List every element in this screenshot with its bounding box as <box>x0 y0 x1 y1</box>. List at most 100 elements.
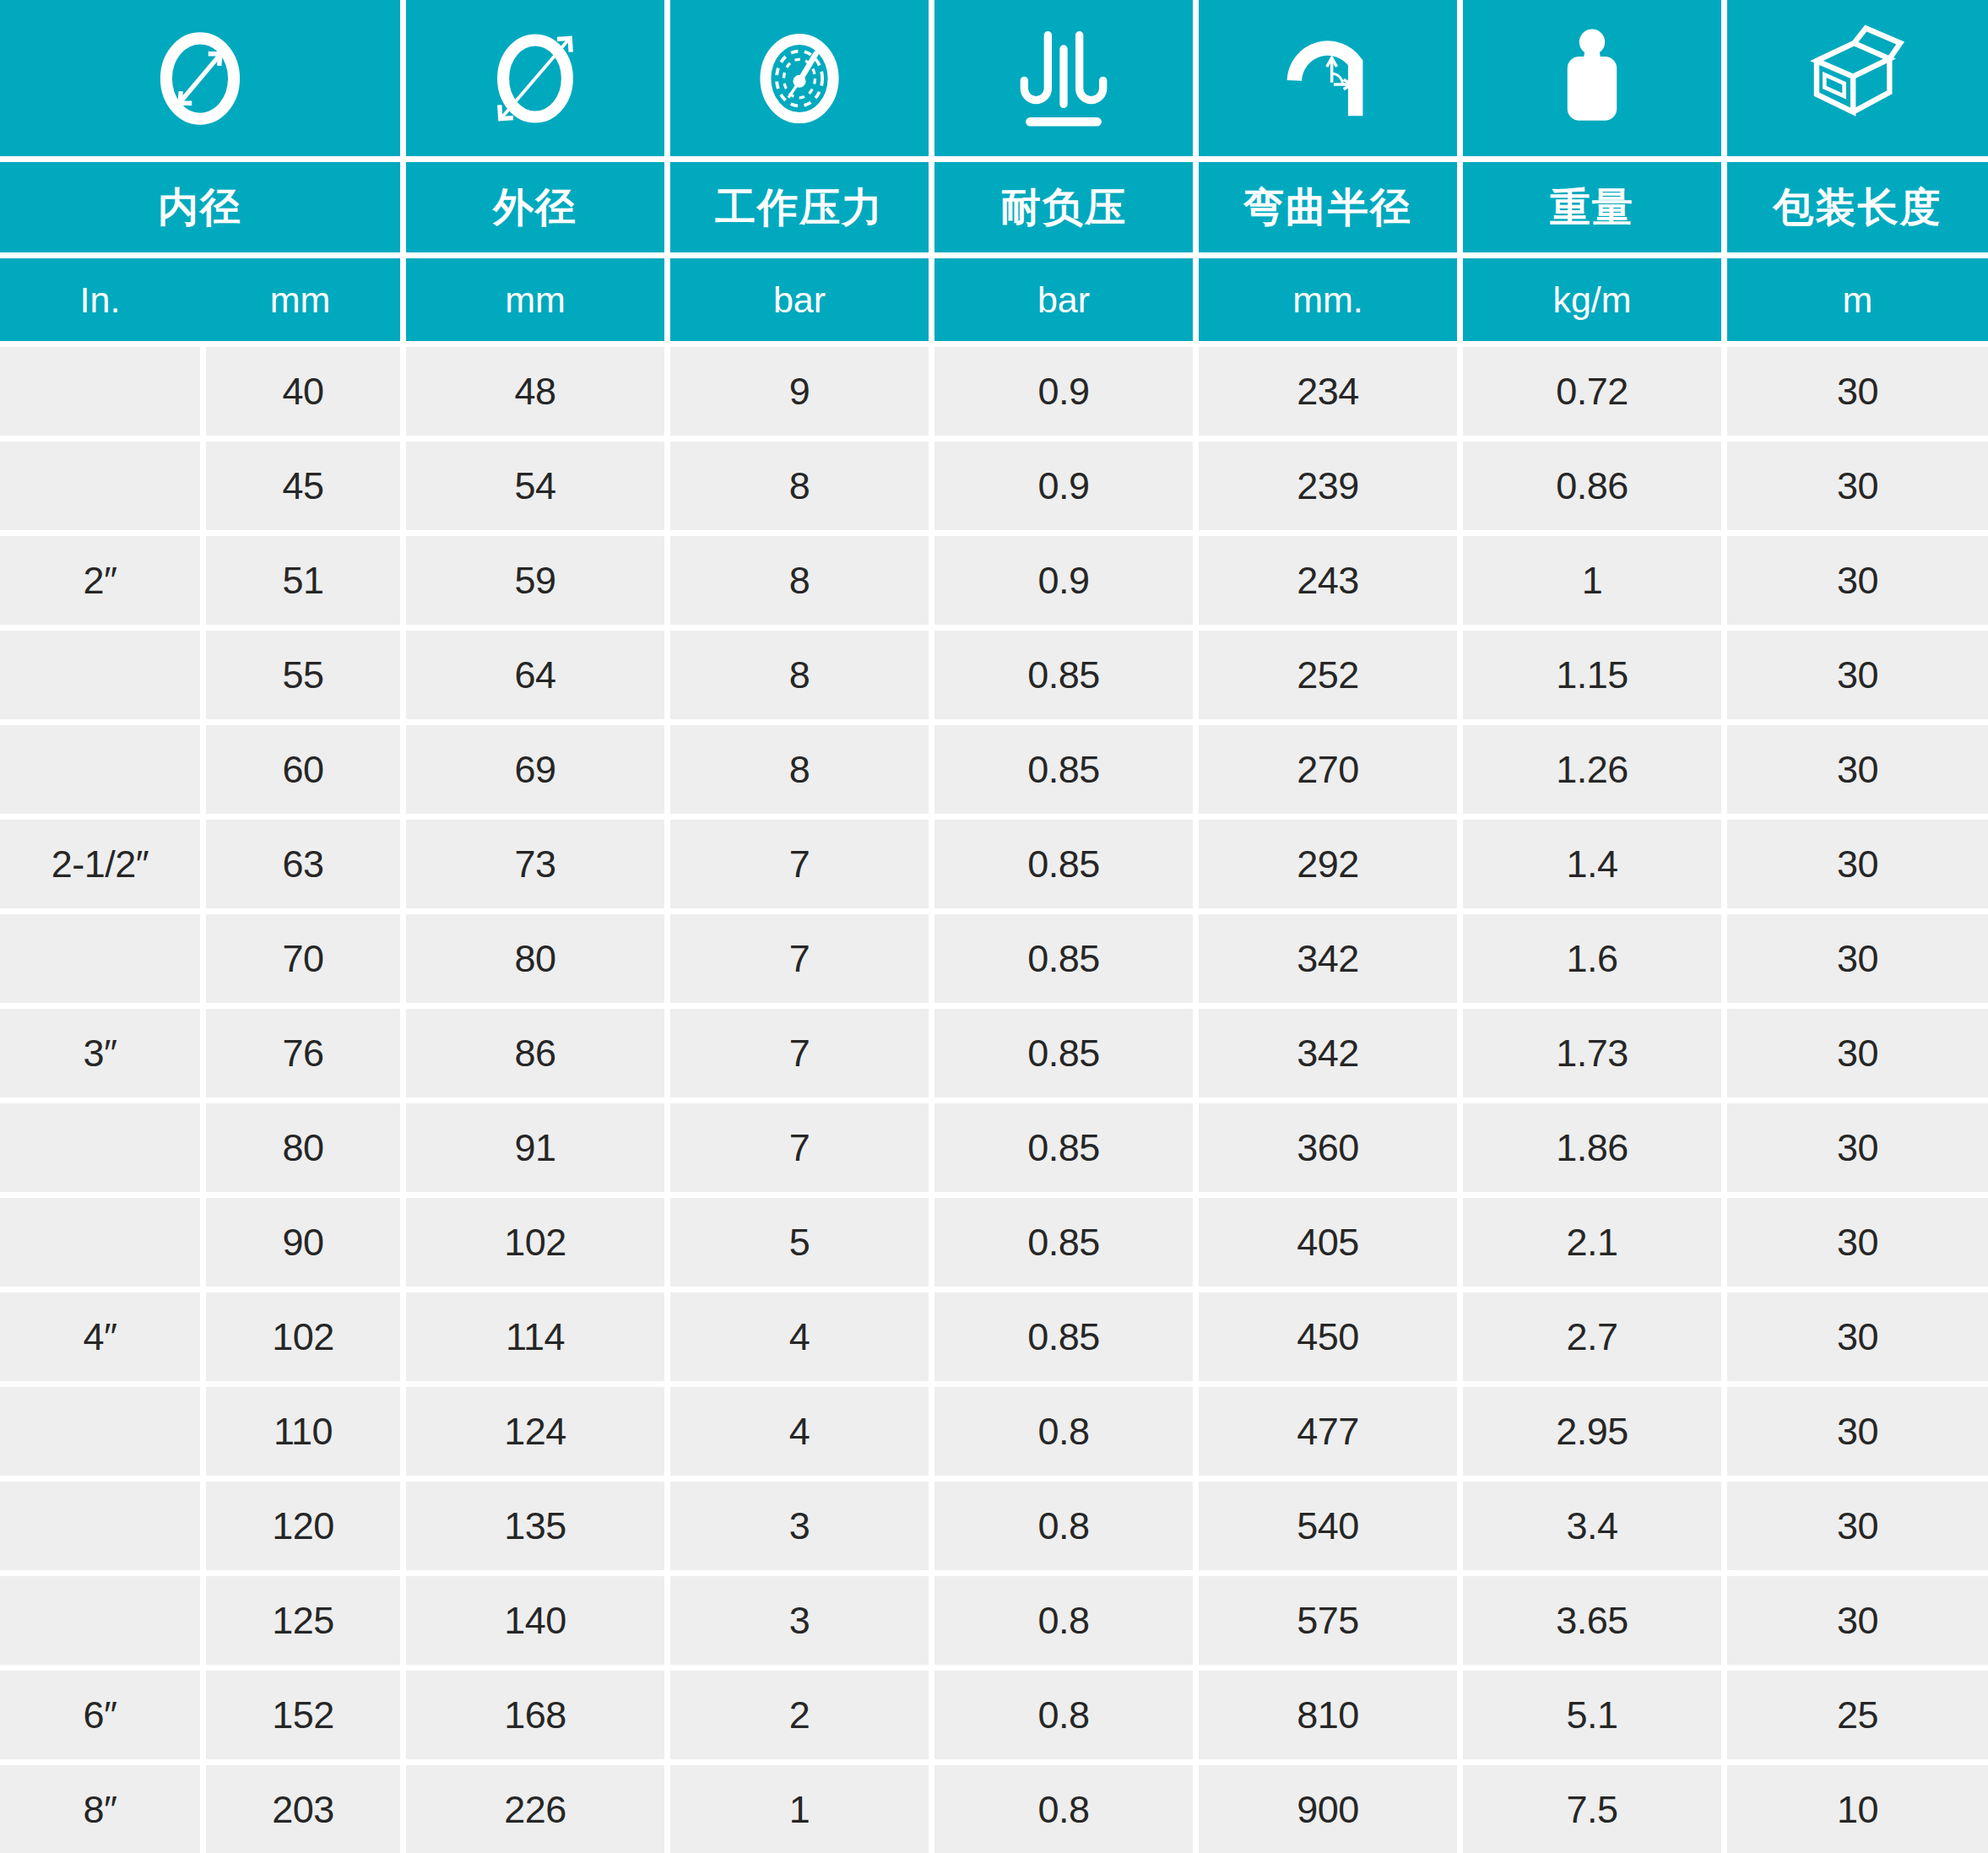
cell-vacuum-resistance: 0.85 <box>934 1292 1193 1381</box>
unit-inner-diameter: In. mm <box>0 258 400 341</box>
unit-inches: In. <box>0 279 200 321</box>
table-body: 40 48 9 0.9 234 0.72 30 45 54 8 0.9 239 … <box>0 347 1988 1853</box>
cell-inner-diameter-mm: 63 <box>206 820 400 908</box>
cell-vacuum-resistance: 0.8 <box>934 1576 1193 1665</box>
header-outer-diameter: 外径 <box>406 162 664 252</box>
cell-vacuum-resistance: 0.85 <box>934 914 1193 1003</box>
cell-working-pressure: 7 <box>670 1009 929 1097</box>
cell-package-length: 30 <box>1727 1103 1988 1192</box>
table-row: 2″ 51 59 8 0.9 243 1 30 <box>0 536 1988 625</box>
cell-working-pressure: 7 <box>670 820 929 908</box>
cell-weight: 0.86 <box>1463 442 1721 530</box>
unit-mm-inner: mm <box>200 279 400 321</box>
cell-inner-diameter-mm: 70 <box>206 914 400 1003</box>
table-row: 6″ 152 168 2 0.8 810 5.1 25 <box>0 1671 1988 1759</box>
cell-bend-radius: 243 <box>1199 536 1457 625</box>
cell-inner-diameter-mm: 110 <box>206 1387 400 1476</box>
cell-inner-diameter-mm: 40 <box>206 347 400 436</box>
cell-inch-size <box>0 1576 200 1665</box>
cell-outer-diameter-mm: 69 <box>406 725 664 814</box>
cell-package-length: 30 <box>1727 536 1988 625</box>
cell-working-pressure: 2 <box>670 1671 929 1759</box>
cell-bend-radius: 239 <box>1199 442 1457 530</box>
cell-inner-diameter-mm: 102 <box>206 1292 400 1381</box>
cell-weight: 1.15 <box>1463 631 1721 719</box>
cell-working-pressure: 7 <box>670 1103 929 1192</box>
cell-package-length: 30 <box>1727 1009 1988 1097</box>
cell-inch-size <box>0 631 200 719</box>
cell-outer-diameter-mm: 140 <box>406 1576 664 1665</box>
cell-package-length: 30 <box>1727 1387 1988 1476</box>
table-row: 90 102 5 0.85 405 2.1 30 <box>0 1198 1988 1287</box>
label-header-row: 内径 外径 工作压力 耐负压 弯曲半径 重量 包装长度 <box>0 162 1988 252</box>
cell-weight: 2.7 <box>1463 1292 1721 1381</box>
cell-inner-diameter-mm: 45 <box>206 442 400 530</box>
cell-bend-radius: 450 <box>1199 1292 1457 1381</box>
cell-inch-size <box>0 1198 200 1287</box>
cell-bend-radius: 360 <box>1199 1103 1457 1192</box>
cell-weight: 0.72 <box>1463 347 1721 436</box>
cell-bend-radius: 810 <box>1199 1671 1457 1759</box>
cell-working-pressure: 1 <box>670 1765 929 1853</box>
cell-package-length: 30 <box>1727 725 1988 814</box>
outer-diameter-icon <box>406 0 664 156</box>
cell-vacuum-resistance: 0.85 <box>934 820 1193 908</box>
cell-vacuum-resistance: 0.8 <box>934 1482 1193 1570</box>
cell-outer-diameter-mm: 91 <box>406 1103 664 1192</box>
bend-radius-icon <box>1199 0 1457 156</box>
icon-header-row <box>0 0 1988 156</box>
cell-inner-diameter-mm: 76 <box>206 1009 400 1097</box>
cell-vacuum-resistance: 0.9 <box>934 442 1193 530</box>
header-working-pressure: 工作压力 <box>670 162 929 252</box>
cell-weight: 1.26 <box>1463 725 1721 814</box>
cell-inch-size <box>0 1482 200 1570</box>
cell-inch-size: 2″ <box>0 536 200 625</box>
unit-working-pressure: bar <box>670 258 929 341</box>
cell-weight: 1.86 <box>1463 1103 1721 1192</box>
cell-inch-size <box>0 914 200 1003</box>
cell-package-length: 30 <box>1727 442 1988 530</box>
cell-weight: 7.5 <box>1463 1765 1721 1853</box>
cell-vacuum-resistance: 0.85 <box>934 1009 1193 1097</box>
cell-weight: 1.73 <box>1463 1009 1721 1097</box>
cell-weight: 1 <box>1463 536 1721 625</box>
vacuum-icon <box>934 0 1193 156</box>
unit-vacuum-resistance: bar <box>934 258 1193 341</box>
hose-spec-table: 内径 外径 工作压力 耐负压 弯曲半径 重量 包装长度 In. mm mm ba… <box>0 0 1988 1853</box>
cell-bend-radius: 234 <box>1199 347 1457 436</box>
cell-inner-diameter-mm: 120 <box>206 1482 400 1570</box>
pressure-gauge-icon <box>670 0 929 156</box>
cell-outer-diameter-mm: 114 <box>406 1292 664 1381</box>
table-row: 60 69 8 0.85 270 1.26 30 <box>0 725 1988 814</box>
cell-vacuum-resistance: 0.85 <box>934 1103 1193 1192</box>
cell-package-length: 30 <box>1727 1482 1988 1570</box>
unit-header-row: In. mm mm bar bar mm. kg/m m <box>0 258 1988 341</box>
cell-bend-radius: 405 <box>1199 1198 1457 1287</box>
cell-inch-size <box>0 725 200 814</box>
inner-diameter-icon <box>0 0 400 156</box>
cell-package-length: 30 <box>1727 820 1988 908</box>
cell-inch-size <box>0 1103 200 1192</box>
cell-outer-diameter-mm: 59 <box>406 536 664 625</box>
header-vacuum-resistance: 耐负压 <box>934 162 1193 252</box>
table-row: 70 80 7 0.85 342 1.6 30 <box>0 914 1988 1003</box>
cell-inner-diameter-mm: 90 <box>206 1198 400 1287</box>
table-row: 8″ 203 226 1 0.8 900 7.5 10 <box>0 1765 1988 1853</box>
weight-icon <box>1463 0 1721 156</box>
cell-package-length: 30 <box>1727 1576 1988 1665</box>
cell-weight: 5.1 <box>1463 1671 1721 1759</box>
cell-weight: 2.1 <box>1463 1198 1721 1287</box>
cell-inch-size <box>0 442 200 530</box>
cell-outer-diameter-mm: 54 <box>406 442 664 530</box>
cell-bend-radius: 540 <box>1199 1482 1457 1570</box>
cell-outer-diameter-mm: 124 <box>406 1387 664 1476</box>
cell-vacuum-resistance: 0.8 <box>934 1765 1193 1853</box>
cell-weight: 3.4 <box>1463 1482 1721 1570</box>
cell-working-pressure: 9 <box>670 347 929 436</box>
cell-weight: 3.65 <box>1463 1576 1721 1665</box>
cell-bend-radius: 292 <box>1199 820 1457 908</box>
cell-package-length: 25 <box>1727 1671 1988 1759</box>
table-row: 120 135 3 0.8 540 3.4 30 <box>0 1482 1988 1570</box>
cell-outer-diameter-mm: 48 <box>406 347 664 436</box>
cell-package-length: 10 <box>1727 1765 1988 1853</box>
